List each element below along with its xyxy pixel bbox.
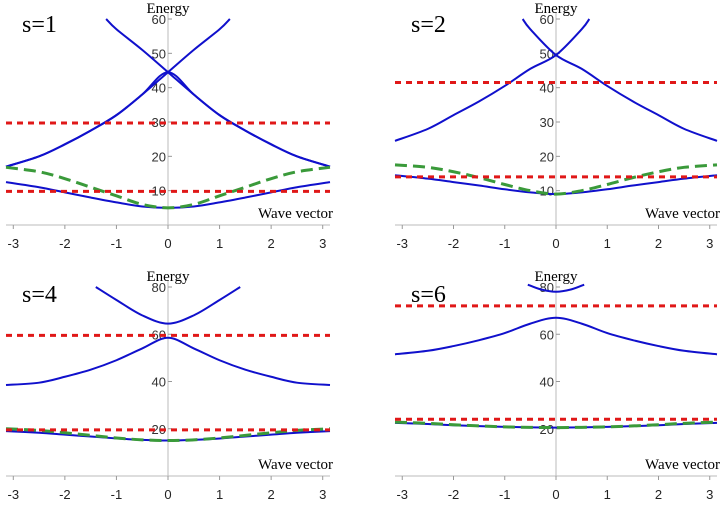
y-tick-label: 40 (152, 375, 166, 390)
x-tick-label: 0 (164, 487, 171, 502)
x-axis-title: Wave vector (645, 206, 720, 222)
x-axis-title: Wave vector (258, 457, 333, 473)
x-tick-label: 1 (216, 236, 223, 251)
series-line (394, 316, 718, 356)
series-line (527, 283, 585, 293)
y-tick-label: 60 (540, 327, 554, 342)
panel-title: s=1 (22, 12, 57, 38)
x-tick-label: -1 (111, 236, 123, 251)
x-tick-label: -2 (448, 487, 460, 502)
x-tick-label: 1 (604, 236, 611, 251)
x-tick-label: -2 (448, 236, 460, 251)
y-tick-label: 60 (152, 12, 166, 27)
x-tick-label: -3 (396, 236, 408, 251)
series-line (394, 18, 591, 142)
x-tick-label: -3 (8, 487, 20, 502)
x-tick-label: 0 (552, 487, 559, 502)
panel-title: s=4 (22, 282, 57, 308)
x-tick-label: -2 (59, 236, 71, 251)
x-tick-label: 0 (164, 236, 171, 251)
y-tick-label: 20 (540, 149, 554, 164)
panel-title: s=2 (411, 12, 446, 38)
y-tick-label: 30 (152, 115, 166, 130)
x-tick-label: 1 (216, 487, 223, 502)
x-tick-label: -1 (499, 487, 511, 502)
y-tick-label: 80 (152, 280, 166, 295)
y-tick-label: 10 (152, 184, 166, 199)
dashed-series-line (5, 427, 331, 443)
series-line (5, 336, 331, 387)
y-tick-label: 20 (540, 422, 554, 437)
x-tick-label: 2 (655, 487, 662, 502)
y-tick-label: 40 (540, 81, 554, 96)
y-axis-title: Energy (146, 1, 190, 17)
x-tick-label: 2 (655, 236, 662, 251)
x-tick-label: -1 (111, 487, 123, 502)
y-axis-title: Energy (534, 1, 578, 17)
series-line (105, 18, 331, 168)
series-line (521, 18, 718, 142)
y-axis-title: Energy (534, 269, 578, 285)
y-axis-title: Energy (146, 269, 190, 285)
series-line (95, 286, 241, 325)
x-tick-label: -1 (499, 236, 511, 251)
y-tick-label: 50 (540, 46, 554, 61)
dashed-series-line (394, 420, 718, 430)
dashed-series-line (394, 163, 718, 196)
x-tick-label: 3 (706, 236, 713, 251)
x-tick-label: 1 (604, 487, 611, 502)
x-tick-label: 3 (319, 487, 326, 502)
x-tick-label: 2 (268, 487, 275, 502)
y-tick-label: 50 (152, 46, 166, 61)
y-tick-label: 40 (540, 375, 554, 390)
x-tick-label: 0 (552, 236, 559, 251)
x-tick-label: -3 (396, 487, 408, 502)
x-tick-label: 3 (319, 236, 326, 251)
x-tick-label: -2 (59, 487, 71, 502)
x-axis-title: Wave vector (258, 206, 333, 222)
panel-title: s=6 (411, 282, 446, 308)
y-tick-label: 20 (152, 422, 166, 437)
x-axis-title: Wave vector (645, 457, 720, 473)
y-tick-label: 30 (540, 115, 554, 130)
series-line (5, 18, 231, 168)
x-tick-label: 2 (268, 236, 275, 251)
y-tick-label: 60 (540, 12, 554, 27)
x-tick-label: -3 (8, 236, 20, 251)
x-tick-label: 3 (706, 487, 713, 502)
y-tick-label: 10 (540, 184, 554, 199)
dashed-series-line (5, 165, 331, 210)
y-tick-label: 20 (152, 149, 166, 164)
